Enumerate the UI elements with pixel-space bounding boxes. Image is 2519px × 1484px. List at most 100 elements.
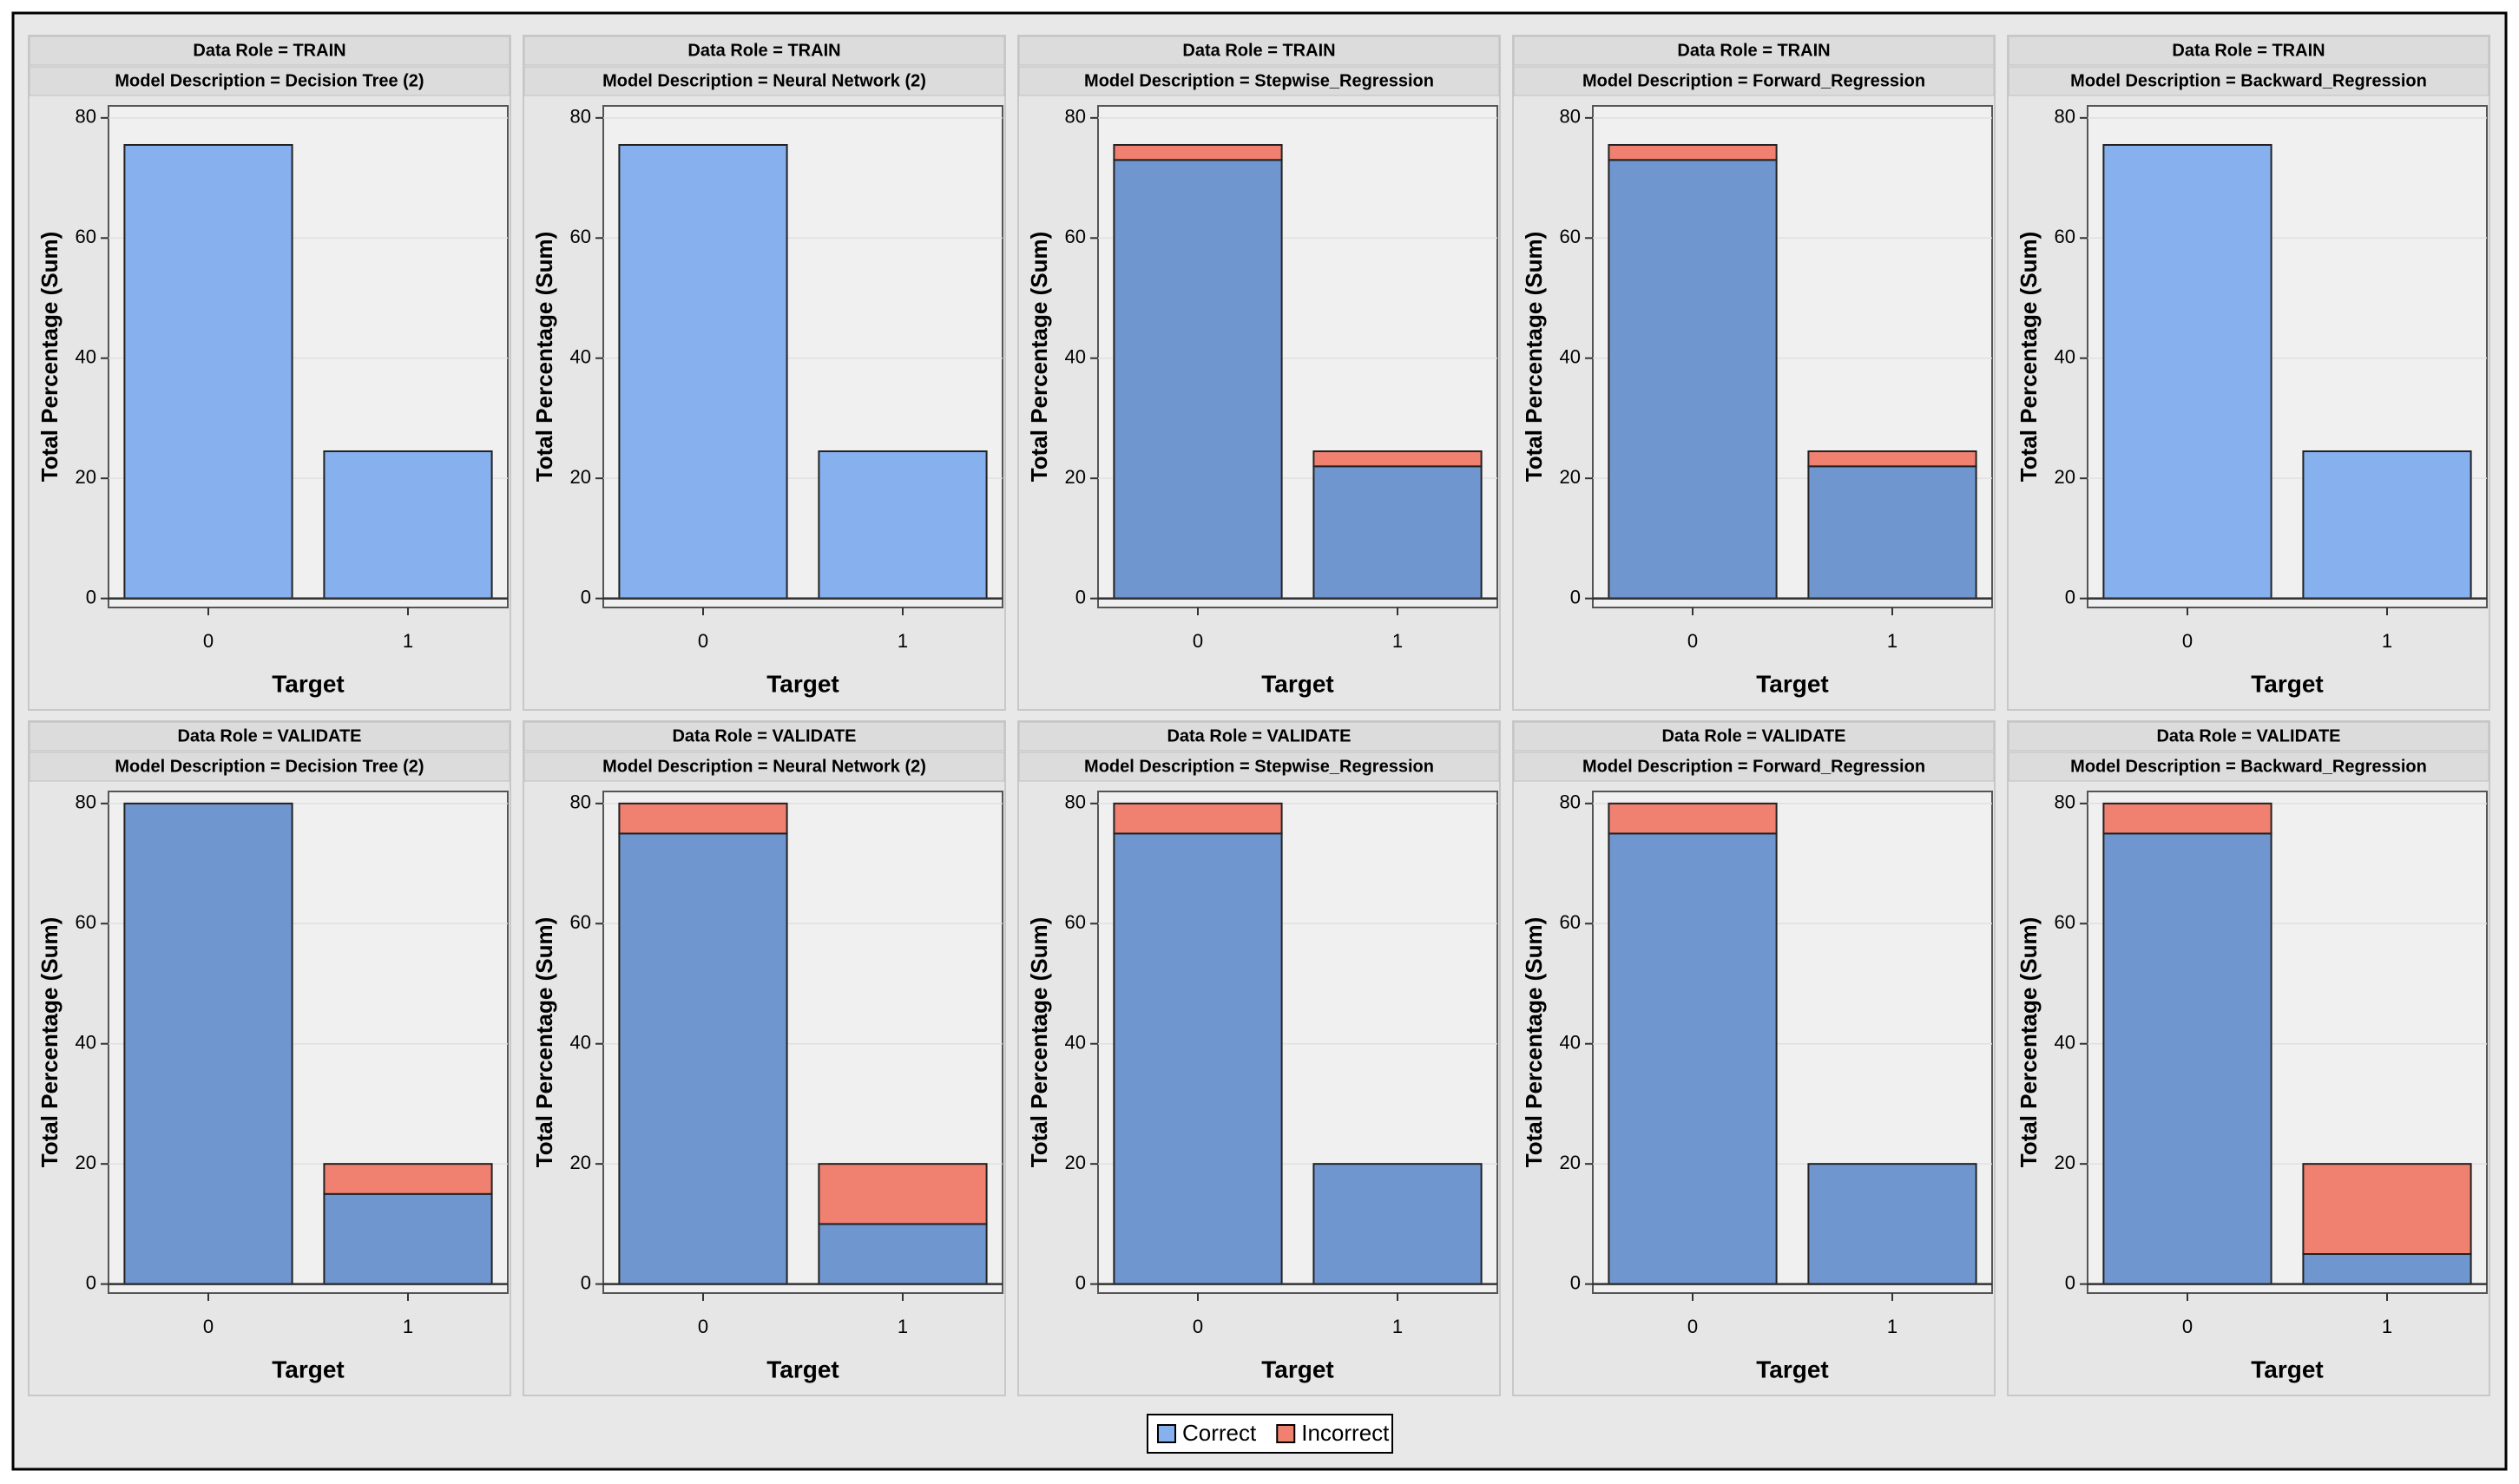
panel-subtitle: Model Description = Forward_Regression: [1582, 757, 1925, 776]
y-tick-label: 60: [2055, 911, 2075, 933]
y-axis-title: Total Percentage (Sum): [36, 917, 62, 1167]
y-tick-label: 60: [2055, 226, 2075, 247]
header-strip: [2008, 752, 2489, 782]
y-tick-label: 40: [1065, 1032, 1086, 1054]
header-strip: [29, 721, 510, 752]
x-tick-label: 1: [403, 1316, 413, 1337]
bar-segment: [1807, 1163, 1977, 1285]
x-axis-title: Target: [2251, 1356, 2324, 1382]
x-tick-label: 0: [203, 1316, 214, 1337]
header-strip: [29, 36, 510, 66]
y-axis-title: Total Percentage (Sum): [1026, 232, 1052, 482]
bar-segment: [1608, 832, 1778, 1285]
panel-title: Data Role = VALIDATE: [2156, 726, 2340, 745]
y-tick-label: 20: [2055, 466, 2075, 488]
x-axis-title: Target: [1261, 670, 1334, 697]
y-tick-label: 20: [1560, 1152, 1581, 1173]
header-strip: [29, 66, 510, 96]
panel-subtitle: Model Description = Neural Network (2): [602, 71, 926, 90]
header-strip: [523, 721, 1005, 752]
x-tick-label: 1: [1887, 630, 1897, 652]
y-tick-label: 40: [1560, 1032, 1581, 1054]
y-tick-label: 60: [570, 226, 591, 247]
bar-segment: [618, 832, 788, 1285]
y-tick-label: 60: [76, 226, 96, 247]
bar-segment: [1312, 450, 1483, 468]
x-tick-label: 1: [403, 630, 413, 652]
bar-segment: [323, 1192, 493, 1285]
y-tick-label: 40: [2055, 1032, 2075, 1054]
bar-segment: [2102, 832, 2272, 1285]
y-tick-label: 20: [76, 466, 96, 488]
header-strip: [1513, 66, 1995, 96]
y-tick-label: 0: [581, 1271, 591, 1293]
x-axis-title: Target: [1261, 1356, 1334, 1382]
header-strip: [523, 752, 1005, 782]
y-axis-title: Total Percentage (Sum): [2016, 232, 2042, 482]
y-tick-label: 20: [570, 466, 591, 488]
x-tick-label: 1: [898, 630, 908, 652]
y-axis-title: Total Percentage (Sum): [1026, 917, 1052, 1167]
x-tick-label: 1: [1392, 630, 1403, 652]
bar-segment: [1608, 159, 1778, 600]
header-strip: [1513, 752, 1995, 782]
bar-segment: [1807, 450, 1977, 468]
header-strip: [29, 752, 510, 782]
y-tick-label: 80: [1065, 106, 1086, 128]
header-strip: [1513, 721, 1995, 752]
panel: Data Role = TRAIN Model Description = Bac…: [2007, 35, 2490, 711]
y-tick-label: 80: [1560, 791, 1581, 813]
bar-segment: [323, 1163, 493, 1195]
x-axis-title: Target: [766, 1356, 839, 1382]
y-axis-title: Total Percentage (Sum): [531, 232, 557, 482]
y-tick-label: 0: [1570, 1271, 1581, 1293]
x-tick-label: 0: [2182, 1316, 2193, 1337]
y-tick-label: 60: [76, 911, 96, 933]
y-tick-label: 0: [1075, 586, 1086, 607]
panel-title: Data Role = TRAIN: [1677, 41, 1830, 60]
y-tick-label: 80: [570, 791, 591, 813]
x-tick-label: 0: [203, 630, 214, 652]
panel: Data Role = TRAIN Model Description = Ste…: [1017, 35, 1501, 711]
x-axis-title: Target: [2251, 670, 2324, 697]
panel-title: Data Role = TRAIN: [2172, 41, 2325, 60]
panel-subtitle: Model Description = Stepwise_Regression: [1084, 757, 1434, 776]
legend-label: Correct: [1182, 1420, 1257, 1446]
legend-swatch: [1276, 1424, 1296, 1443]
y-axis-title: Total Percentage (Sum): [36, 232, 62, 482]
legend-label: Incorrect: [1301, 1420, 1390, 1446]
y-tick-label: 0: [581, 586, 591, 607]
panel-title: Data Role = TRAIN: [687, 41, 840, 60]
y-tick-label: 20: [1560, 466, 1581, 488]
bar-segment: [1312, 1163, 1483, 1285]
bar-segment: [323, 450, 493, 600]
panel: Data Role = VALIDATE Model Description = …: [1512, 720, 1996, 1396]
bar-segment: [1113, 832, 1283, 1285]
y-tick-label: 0: [86, 586, 96, 607]
y-tick-label: 60: [570, 911, 591, 933]
x-tick-label: 1: [2382, 1316, 2392, 1337]
y-tick-label: 60: [1065, 226, 1086, 247]
x-tick-label: 0: [1687, 1316, 1698, 1337]
bar-segment: [1608, 143, 1778, 161]
bar-segment: [1608, 802, 1778, 835]
panel-subtitle: Model Description = Backward_Regression: [2070, 757, 2427, 776]
legend-box: [1147, 1414, 1393, 1454]
panel-subtitle: Model Description = Forward_Regression: [1582, 71, 1925, 90]
panel: Data Role = VALIDATE Model Description = …: [28, 720, 511, 1396]
bar-segment: [818, 1163, 988, 1225]
header-strip: [1018, 752, 1500, 782]
y-axis-title: Total Percentage (Sum): [2016, 917, 2042, 1167]
panel-title: Data Role = VALIDATE: [177, 726, 361, 745]
y-tick-label: 80: [2055, 791, 2075, 813]
x-tick-label: 1: [898, 1316, 908, 1337]
bar-segment: [818, 1223, 988, 1285]
y-axis-title: Total Percentage (Sum): [1521, 917, 1547, 1167]
y-tick-label: 60: [1065, 911, 1086, 933]
panel: Data Role = TRAIN Model Description = Neu…: [523, 35, 1006, 711]
panel-title: Data Role = VALIDATE: [1661, 726, 1845, 745]
y-tick-label: 0: [2065, 1271, 2075, 1293]
x-tick-label: 0: [698, 630, 708, 652]
